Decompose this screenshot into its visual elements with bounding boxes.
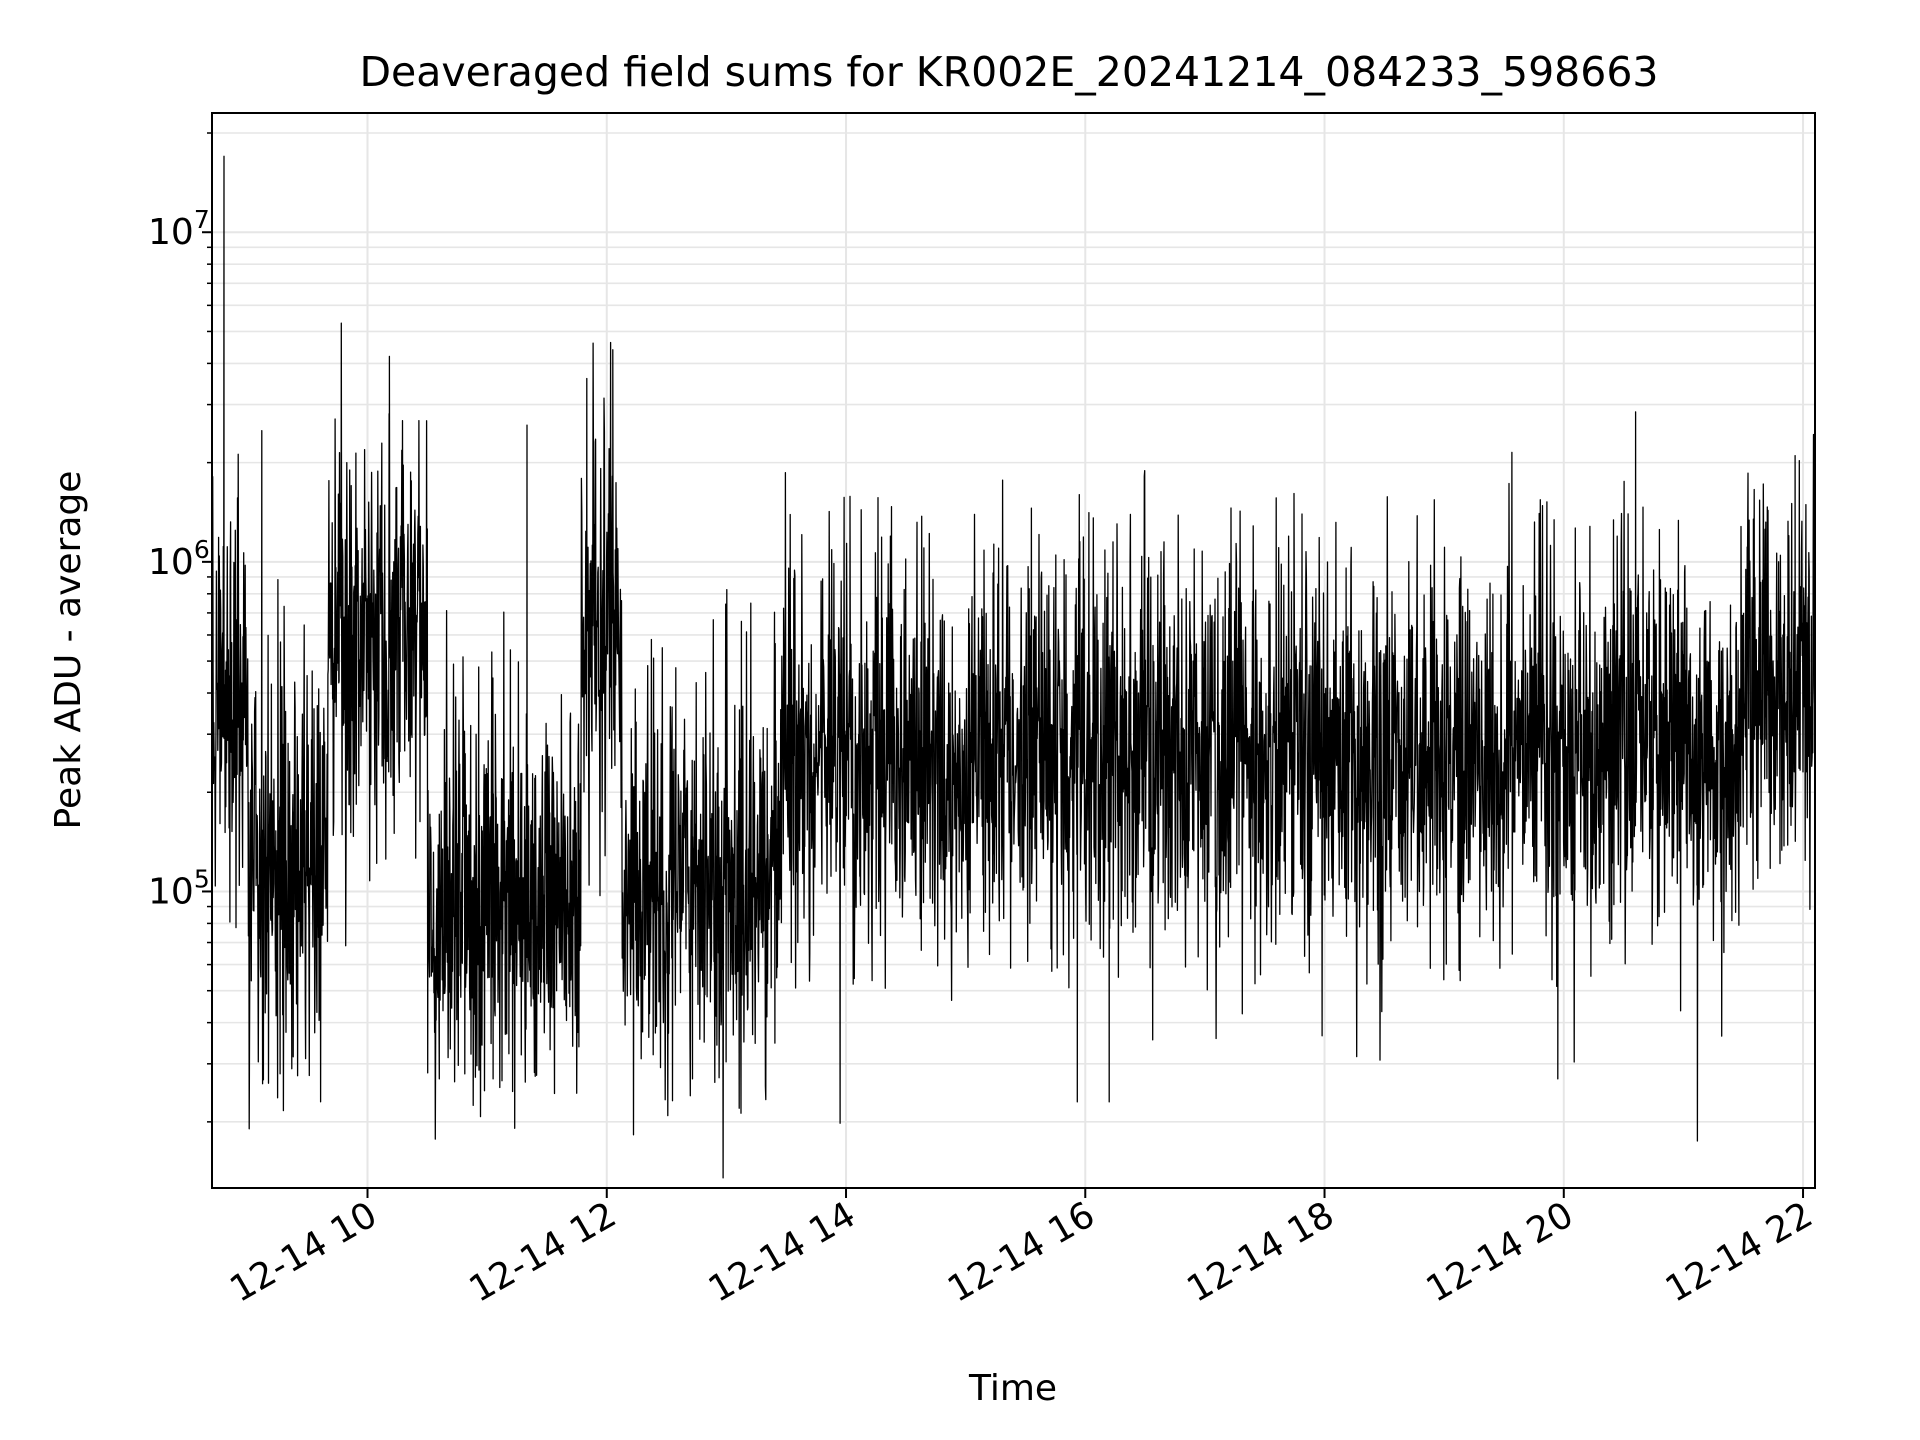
y-axis: 105 106 107 — [148, 132, 212, 1123]
y-tick-label: 107 — [148, 205, 210, 253]
x-axis-label: Time — [968, 1368, 1057, 1409]
chart-title: Deaveraged field sums for KR002E_2024121… — [359, 48, 1658, 96]
y-tick-label: 105 — [148, 864, 210, 912]
y-axis-label: Peak ADU - average — [48, 471, 89, 830]
series-line — [212, 155, 1815, 1179]
y-tick-label: 106 — [148, 535, 210, 583]
plot-frame — [211, 112, 1816, 1189]
